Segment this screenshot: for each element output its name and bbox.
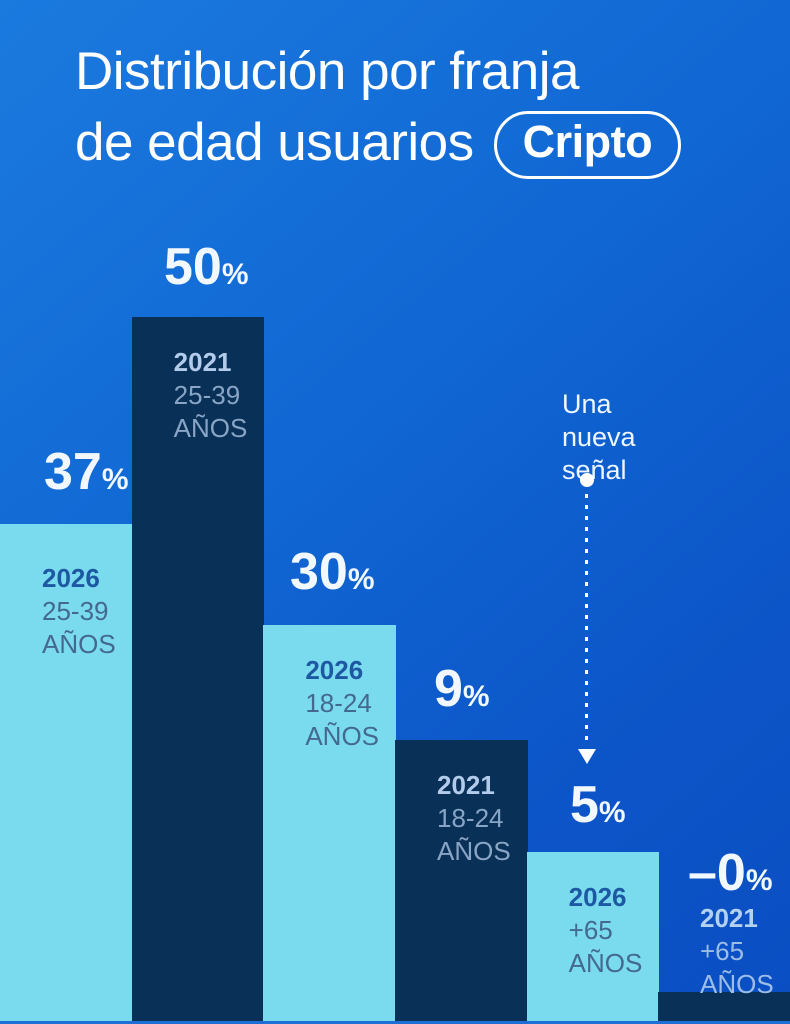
- bar-age-range: 25-39: [173, 380, 241, 410]
- value-label-2026-65: 5%: [570, 779, 626, 831]
- bar-age-range: 25-39: [42, 596, 109, 626]
- percent-sign: %: [101, 463, 129, 496]
- value-label-2026-18-24: 30%: [290, 546, 375, 598]
- bar-category-label: 2026 +65 AÑOS: [527, 852, 660, 980]
- bar-2021-25-39: 2021 25-39 AÑOS: [131, 317, 265, 1024]
- value-number: 37: [44, 443, 102, 501]
- bar-age-range: 18-24: [305, 688, 372, 718]
- annotation-line: nueva: [562, 422, 636, 452]
- bar-category-label: 2021 18-24 AÑOS: [395, 740, 528, 868]
- bar-year: 2026: [42, 563, 100, 593]
- arrow-down-icon: [578, 749, 596, 764]
- bar-age-unit: AÑOS: [173, 413, 248, 443]
- bar-age-unit: AÑOS: [700, 969, 774, 999]
- bar-year: 2021: [437, 770, 495, 800]
- bar-category-label: 2021 25-39 AÑOS: [132, 317, 265, 445]
- value-number: 30: [290, 543, 348, 601]
- annotation-line: Una: [562, 389, 612, 419]
- bar-age-range: +65: [568, 915, 613, 945]
- value-label-2026-25-39: 37%: [44, 446, 129, 498]
- bar-2026-18-24: 2026 18-24 AÑOS: [263, 625, 396, 1024]
- title-line-2-text: de edad usuarios: [75, 113, 474, 173]
- title-line-2: de edad usuarios Cripto: [75, 107, 682, 179]
- page-title: Distribución por franja de edad usuarios…: [75, 36, 682, 179]
- percent-sign: %: [598, 796, 626, 829]
- value-number: 9: [434, 660, 463, 718]
- bar-age-unit: AÑOS: [305, 721, 380, 751]
- bar-year: 2026: [305, 655, 364, 685]
- percent-sign: %: [745, 864, 773, 897]
- value-label-2021-18-24: 9%: [434, 663, 490, 715]
- value-label-2021-65: –0%: [688, 847, 773, 899]
- bar-age-unit: AÑOS: [42, 629, 116, 659]
- annotation-una-nueva-senal: Una nueva señal: [562, 388, 636, 487]
- value-number: –0: [688, 844, 746, 902]
- bar-year: 2026: [568, 882, 627, 912]
- annotation-line: señal: [562, 455, 627, 485]
- bar-category-label: 2026 25-39 AÑOS: [0, 524, 133, 661]
- value-number: 50: [164, 238, 222, 296]
- bar-category-label-2021-65: 2021 +65 AÑOS: [700, 902, 774, 1001]
- bar-2021-18-24: 2021 18-24 AÑOS: [395, 740, 528, 1024]
- percent-sign: %: [347, 563, 375, 596]
- value-label-2021-25-39: 50%: [164, 241, 249, 293]
- percent-sign: %: [221, 258, 249, 291]
- bar-age-range: 18-24: [437, 803, 504, 833]
- bar-2021-65: [658, 992, 790, 1024]
- pointer-dot: [580, 473, 594, 487]
- bar-2026-25-39: 2026 25-39 AÑOS: [0, 524, 133, 1024]
- bar-age-unit: AÑOS: [568, 948, 643, 978]
- percent-sign: %: [462, 680, 490, 713]
- pointer-dotted-line: [585, 494, 588, 746]
- value-number: 5: [570, 776, 599, 834]
- bar-age-range: +65: [700, 936, 745, 966]
- bottom-baseline: [0, 1021, 790, 1024]
- title-line-1: Distribución por franja: [75, 42, 580, 101]
- bar-2026-65: 2026 +65 AÑOS: [526, 852, 660, 1024]
- bar-age-unit: AÑOS: [437, 836, 511, 866]
- bar-category-label: 2026 18-24 AÑOS: [263, 625, 396, 753]
- bar-year: 2021: [173, 347, 232, 377]
- cripto-badge: Cripto: [493, 111, 682, 179]
- bar-year: 2021: [700, 903, 758, 933]
